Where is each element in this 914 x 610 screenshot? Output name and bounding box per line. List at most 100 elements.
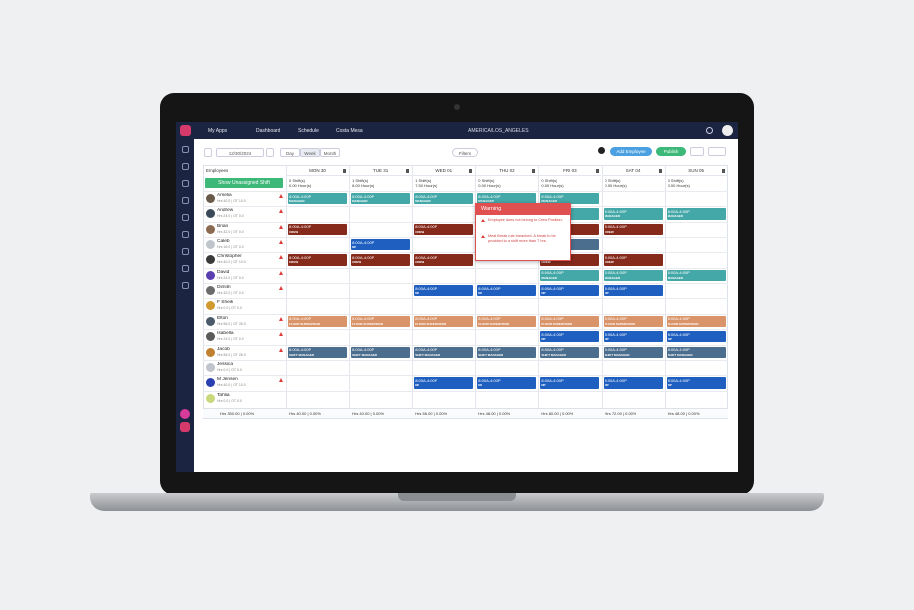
shift-block[interactable]: 8:00A-4:00P NP (414, 377, 474, 389)
sidebar-icon[interactable] (182, 180, 189, 187)
warning-icon[interactable] (279, 378, 283, 383)
warning-icon[interactable] (279, 316, 283, 321)
prev-button[interactable] (204, 148, 212, 157)
warning-icon[interactable] (279, 224, 283, 229)
employee-name[interactable]: M Jensen (217, 377, 238, 383)
shift-block[interactable]: 8:00A-4:00P FLOOR SUPERVISOR (351, 315, 411, 328)
employee-name[interactable]: Caleb (217, 239, 230, 245)
view-tab[interactable]: Week (300, 148, 320, 157)
shift-block[interactable]: 8:00A-4:00P NP (414, 285, 474, 297)
tools-button[interactable] (690, 147, 704, 156)
warning-icon[interactable] (279, 286, 283, 291)
employee-name[interactable]: Brian (217, 223, 229, 229)
shift-block[interactable]: 8:00A-4:00P NP (351, 239, 411, 251)
view-tab[interactable]: Month (320, 148, 340, 157)
unassigned-button[interactable]: Show Unassigned Shift (205, 178, 283, 188)
sidebar-icon[interactable] (182, 248, 189, 255)
shift-block[interactable]: 8:00A-4:00P FLOOR SUPERVISOR (288, 315, 348, 328)
employee-name[interactable]: Tahlia (217, 392, 230, 398)
sidebar-icon[interactable] (182, 282, 189, 289)
employee-name[interactable]: Amelia (217, 193, 232, 198)
next-button[interactable] (266, 148, 274, 157)
sidebar-icon[interactable] (182, 163, 189, 170)
settings-icon[interactable] (706, 127, 713, 134)
employee-name[interactable]: Andrew (217, 208, 234, 214)
sidebar-icon[interactable] (182, 231, 189, 238)
sidebar-icon[interactable] (182, 214, 189, 221)
shift-block[interactable]: 8:00A-4:00P NP (603, 285, 663, 297)
sidebar-icon[interactable] (182, 146, 189, 153)
warning-icon[interactable] (279, 194, 283, 198)
employee-name[interactable]: Isabella (217, 331, 234, 337)
nav-dashboard[interactable]: Dashboard (256, 128, 281, 134)
pin-icon[interactable] (595, 169, 599, 173)
filters-button[interactable]: Filters (452, 148, 478, 157)
sidebar-icon[interactable] (182, 197, 189, 204)
warning-icon[interactable] (279, 270, 283, 275)
shift-block[interactable]: 8:00A-4:00P NP (540, 285, 600, 297)
shift-block[interactable]: 8:00A-4:00P FLOOR SUPERVISOR (477, 315, 537, 328)
shift-block[interactable]: 8:00A-4:00P NP (603, 377, 663, 389)
pin-icon[interactable] (721, 169, 725, 173)
sidebar-badge[interactable] (180, 422, 190, 432)
pin-icon[interactable] (532, 169, 536, 173)
pin-icon[interactable] (406, 169, 410, 173)
employee-name[interactable]: Dimitri (217, 285, 231, 291)
shift-block[interactable]: 8:00A-4:00P FLOOR SUPERVISOR (603, 315, 663, 328)
employee-name[interactable]: F Sheik (217, 300, 234, 306)
employee-name[interactable]: David (217, 269, 230, 275)
shift-block[interactable]: 8:00A-4:00P NP (666, 331, 726, 343)
add-employee-button[interactable]: Add Employee (610, 147, 652, 156)
shift-block[interactable]: 8:00A-4:00P NP (603, 331, 663, 343)
employee-name[interactable]: Jacob (217, 346, 230, 352)
publish-button[interactable]: Publish (656, 147, 686, 156)
shift-block[interactable]: 8:00A-4:00P NP (477, 377, 537, 389)
print-button[interactable] (708, 147, 726, 156)
nav-schedule[interactable]: Schedule (298, 128, 319, 134)
employee-name[interactable]: Elton (217, 315, 228, 321)
nav-location[interactable]: Costa Mesa (336, 128, 363, 134)
shift-block[interactable]: 8:00A-4:00P FLOOR SUPERVISOR (540, 315, 600, 328)
sidebar-icon[interactable] (182, 265, 189, 272)
date-picker[interactable]: 12/30/2024 (216, 148, 264, 157)
shift-block[interactable]: 8:00A-4:00P FLOOR SUPERVISOR (666, 315, 726, 328)
pin-icon[interactable] (469, 169, 473, 173)
help-icon[interactable] (598, 147, 605, 154)
shift-block[interactable]: 8:00A-4:00P NP (540, 377, 600, 389)
pin-icon[interactable] (343, 169, 347, 173)
shift-block[interactable]: 8:00A-4:00P NP (666, 377, 726, 389)
employee-name[interactable]: Christopher (217, 254, 242, 260)
warning-icon[interactable] (279, 255, 283, 260)
nav-apps[interactable]: My Apps (208, 128, 228, 134)
shift-block[interactable]: 8:00A-4:00P FLOOR SUPERVISOR (414, 315, 474, 328)
shift-block[interactable]: 8:00A-4:00P NP (477, 285, 537, 297)
avatar[interactable] (722, 125, 733, 136)
view-tab[interactable]: Day (280, 148, 300, 157)
pin-icon[interactable] (658, 169, 662, 173)
shift-block[interactable]: 8:00A-4:00P NP (540, 331, 600, 343)
warning-icon[interactable] (279, 209, 283, 214)
warning-icon[interactable] (279, 347, 283, 352)
employee-name[interactable]: Jessica (217, 361, 233, 367)
